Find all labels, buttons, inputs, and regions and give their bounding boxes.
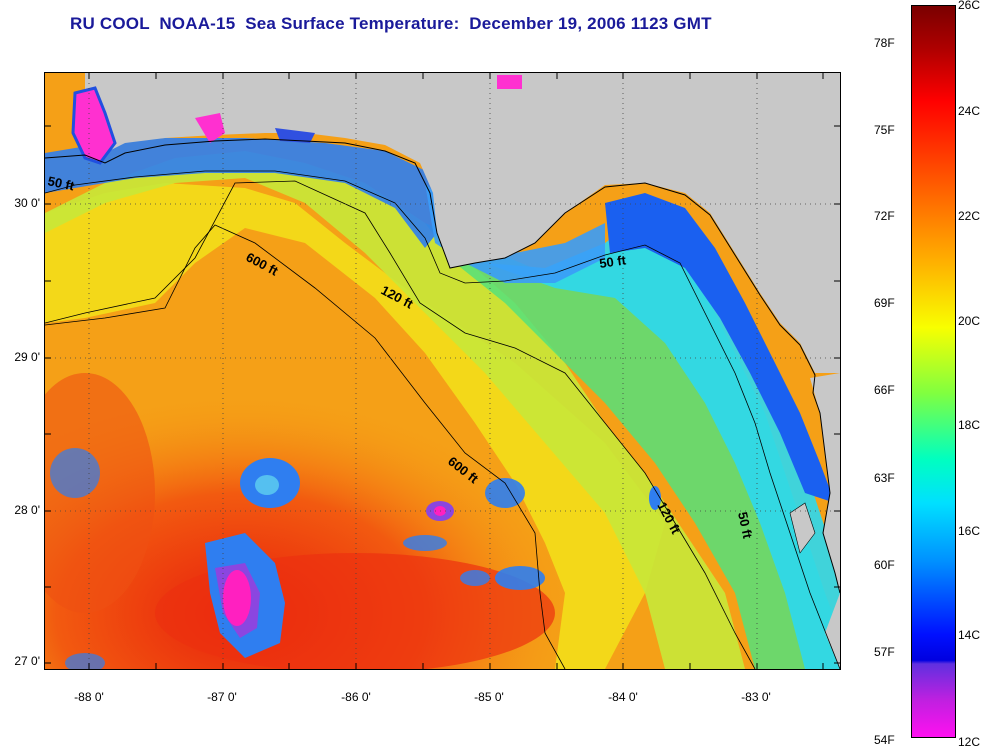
- lat-label-28: 28 0': [14, 503, 40, 517]
- colorbar-label-66f: 66F: [874, 383, 895, 397]
- green-band: [425, 223, 840, 669]
- inland-lake: [497, 75, 522, 89]
- colorbar-label-60f: 60F: [874, 558, 895, 572]
- tampa-area-bay: [789, 502, 816, 554]
- contour-50ft: [45, 170, 840, 669]
- lon-label-84: -84 0': [608, 690, 638, 704]
- cold-eddies: [50, 448, 661, 669]
- lat-label-27: 27 0': [14, 654, 40, 668]
- lat-label-30: 30 0': [14, 196, 40, 210]
- colorbar-label-69f: 69F: [874, 296, 895, 310]
- cyan-band: [485, 213, 840, 669]
- contour-label-50ft-bigbend: 50 ft: [598, 252, 627, 271]
- contour-label-50ft-south: 50 ft: [735, 511, 755, 541]
- lon-label-87: -87 0': [207, 690, 237, 704]
- lon-label-88: -88 0': [74, 690, 104, 704]
- colorbar-label-16c: 16C: [958, 524, 981, 538]
- warm-patch-west: [45, 373, 155, 613]
- coastline: [45, 138, 840, 594]
- contour-label-50ft-west: 50 ft: [46, 173, 76, 193]
- colorbar-label-12c: 12C: [958, 735, 981, 749]
- map-title: RU COOL NOAA-15 Sea Surface Temperature:…: [70, 14, 712, 33]
- colorbar-label-63f: 63F: [874, 471, 895, 485]
- colorbar-label-20c: 20C: [958, 314, 981, 328]
- contour-600ft: [45, 224, 566, 669]
- colorbar-label-26c: 26C: [958, 0, 981, 12]
- colorbar-label-57f: 57F: [874, 645, 895, 659]
- colorbar-label-72f: 72F: [874, 209, 895, 223]
- mobile-bay: [73, 88, 115, 163]
- lon-label-86: -86 0': [341, 690, 371, 704]
- pensacola-bay: [195, 113, 225, 143]
- lon-label-85: -85 0': [474, 690, 504, 704]
- blue-coastal: [605, 193, 835, 503]
- sst-map: 50 ft 600 ft 120 ft 50 ft 600 ft 120 ft …: [44, 72, 841, 670]
- blue-coastal-west: [45, 138, 445, 248]
- mobile-bay-rim: [71, 86, 117, 165]
- colorbar-label-14c: 14C: [958, 628, 981, 642]
- choctaw-bay: [275, 128, 315, 143]
- colorbar-label-24c: 24C: [958, 104, 981, 118]
- lon-label-83: -83 0': [741, 690, 771, 704]
- temperature-colorbar: [911, 5, 956, 738]
- sst-map-canvas: 50 ft 600 ft 120 ft 50 ft 600 ft 120 ft …: [45, 73, 840, 669]
- colorbar-label-22c: 22C: [958, 209, 981, 223]
- colorbar-label-75f: 75F: [874, 123, 895, 137]
- yellow-green-band: [45, 151, 745, 669]
- colorbar-label-78f: 78F: [874, 36, 895, 50]
- tick-marks: [45, 73, 840, 669]
- colorbar-gradient: [912, 6, 955, 737]
- lat-label-29: 29 0': [14, 350, 40, 364]
- land-east: [810, 373, 840, 593]
- land-north: [45, 73, 840, 373]
- colorbar-label-18c: 18C: [958, 418, 981, 432]
- land-east-lower: [825, 593, 840, 669]
- contour-120ft: [45, 180, 756, 669]
- colorbar-label-54f: 54F: [874, 733, 895, 747]
